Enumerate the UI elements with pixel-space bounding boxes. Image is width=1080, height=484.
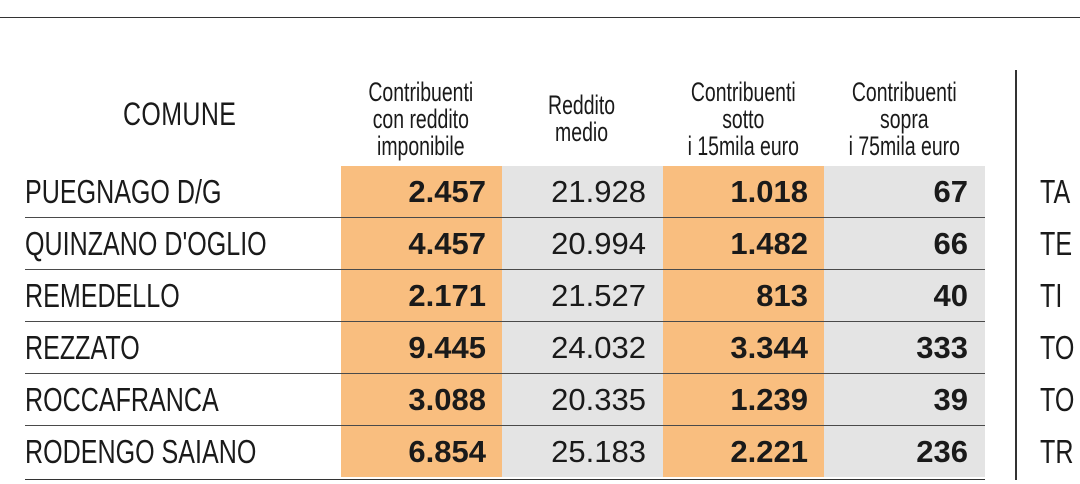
- cell-comune: ROCCAFRANCA: [25, 381, 219, 418]
- header-contribuenti-label: Contribuenti con reddito imponibile: [368, 77, 474, 161]
- cell-sopra-75mila: 67: [824, 166, 985, 217]
- header-reddito-medio-label: Reddito medio: [548, 90, 616, 147]
- cell-comune: RODENGO SAIANO: [25, 433, 257, 470]
- cell-sopra-75mila: 236: [824, 426, 985, 477]
- header-sopra-75mila: Contribuenti sopra i 75mila euro: [824, 60, 984, 160]
- cell-contribuenti: 2.171: [341, 270, 502, 321]
- cut-comune: TO: [1040, 381, 1075, 418]
- header-comune-label: COMUNE: [123, 96, 237, 132]
- cell-sotto-15mila: 813: [663, 270, 824, 321]
- cell-reddito-medio: 20.335: [502, 374, 663, 425]
- table-row: ROCCAFRANCA 3.088 20.335 1.239 39: [25, 374, 985, 426]
- table-row: REMEDELLO 2.171 21.527 813 40: [25, 270, 985, 322]
- income-table: PUEGNAGO D/G 2.457 21.928 1.018 67 QUINZ…: [25, 166, 985, 477]
- cell-sotto-15mila: 3.344: [663, 322, 824, 373]
- cell-contribuenti: 4.457: [341, 218, 502, 269]
- cut-comune: TO: [1040, 329, 1075, 366]
- cell-sopra-75mila: 333: [824, 322, 985, 373]
- cell-contribuenti: 9.445: [341, 322, 502, 373]
- table-row: REZZATO 9.445 24.032 3.344 333: [25, 322, 985, 374]
- cut-comune: TA: [1040, 173, 1071, 210]
- cell-comune: QUINZANO D'OGLIO: [25, 225, 267, 262]
- cut-comune: TR: [1040, 433, 1074, 470]
- cell-sopra-75mila: 66: [824, 218, 985, 269]
- bottom-rule: [25, 479, 985, 480]
- cell-sotto-15mila: 1.018: [663, 166, 824, 217]
- header-reddito-medio: Reddito medio: [502, 60, 662, 160]
- header-sotto-15mila: Contribuenti sotto i 15mila euro: [663, 60, 823, 160]
- cell-reddito-medio: 20.994: [502, 218, 663, 269]
- header-sopra-75mila-label: Contribuenti sopra i 75mila euro: [848, 77, 960, 161]
- cell-contribuenti: 2.457: [341, 166, 502, 217]
- cut-comune: TI: [1040, 277, 1063, 314]
- cell-sotto-15mila: 1.482: [663, 218, 824, 269]
- cell-reddito-medio: 21.527: [502, 270, 663, 321]
- table-row: PUEGNAGO D/G 2.457 21.928 1.018 67: [25, 166, 985, 218]
- cell-sotto-15mila: 1.239: [663, 374, 824, 425]
- header-sotto-15mila-label: Contribuenti sotto i 15mila euro: [687, 77, 799, 161]
- header-comune: COMUNE: [25, 60, 345, 160]
- top-rule: [0, 17, 1080, 18]
- cell-sopra-75mila: 40: [824, 270, 985, 321]
- cell-reddito-medio: 25.183: [502, 426, 663, 477]
- cell-comune: REZZATO: [25, 329, 140, 366]
- cell-contribuenti: 6.854: [341, 426, 502, 477]
- table-row: RODENGO SAIANO 6.854 25.183 2.221 236: [25, 426, 985, 477]
- cell-comune: REMEDELLO: [25, 277, 180, 314]
- cut-comune: TE: [1040, 225, 1073, 262]
- cell-sotto-15mila: 2.221: [663, 426, 824, 477]
- cell-sopra-75mila: 39: [824, 374, 985, 425]
- next-column-cut: TA TE TI TO TO TR: [1040, 166, 1080, 478]
- cell-reddito-medio: 21.928: [502, 166, 663, 217]
- column-divider: [1015, 70, 1017, 480]
- cell-comune: PUEGNAGO D/G: [25, 173, 222, 210]
- cell-contribuenti: 3.088: [341, 374, 502, 425]
- cell-reddito-medio: 24.032: [502, 322, 663, 373]
- header-contribuenti: Contribuenti con reddito imponibile: [341, 60, 501, 160]
- table-row: QUINZANO D'OGLIO 4.457 20.994 1.482 66: [25, 218, 985, 270]
